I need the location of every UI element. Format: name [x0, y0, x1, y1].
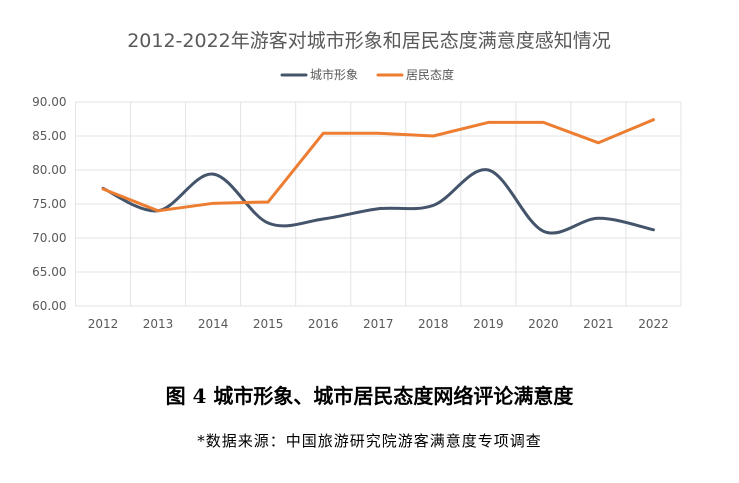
x-tick-label: 2017 — [363, 317, 394, 331]
x-tick-label: 2022 — [638, 317, 669, 331]
x-tick-label: 2012 — [88, 317, 119, 331]
series-line-resident-attitude — [101, 118, 655, 213]
y-tick-label: 65.00 — [32, 265, 66, 279]
legend-label: 居民态度 — [406, 67, 454, 82]
y-tick-label: 80.00 — [32, 163, 66, 177]
legend: 城市形象 居民态度 — [280, 67, 454, 82]
y-tick-label: 85.00 — [32, 129, 66, 143]
line-chart: 2012-2022年游客对城市形象和居民态度满意度感知情况 城市形象 居民态度 6… — [32, 30, 682, 331]
x-tick-label: 2021 — [583, 317, 614, 331]
y-tick-label: 60.00 — [32, 299, 66, 313]
series-lines — [101, 118, 655, 235]
x-tick-label: 2020 — [528, 317, 559, 331]
x-tick-label: 2015 — [253, 317, 284, 331]
y-tick-label: 75.00 — [32, 197, 66, 211]
figure-caption: 图 4 城市形象、城市居民态度网络评论满意度 — [165, 384, 574, 408]
legend-label: 城市形象 — [310, 67, 358, 82]
x-tick-label: 2016 — [308, 317, 339, 331]
y-tick-label: 70.00 — [32, 231, 66, 245]
series-line-city-image — [101, 168, 655, 235]
x-tick-label: 2014 — [198, 317, 229, 331]
x-tick-label: 2019 — [473, 317, 504, 331]
chart-title: 2012-2022年游客对城市形象和居民态度满意度感知情况 — [127, 30, 611, 52]
y-tick-label: 90.00 — [32, 95, 66, 109]
x-tick-label: 2018 — [418, 317, 449, 331]
x-tick-label: 2013 — [143, 317, 174, 331]
axes: 60.00 65.00 70.00 75.00 80.00 85.00 90.00 2012 2… — [32, 95, 669, 331]
data-source-note: *数据来源：中国旅游研究院游客满意度专项调查 — [197, 432, 542, 450]
